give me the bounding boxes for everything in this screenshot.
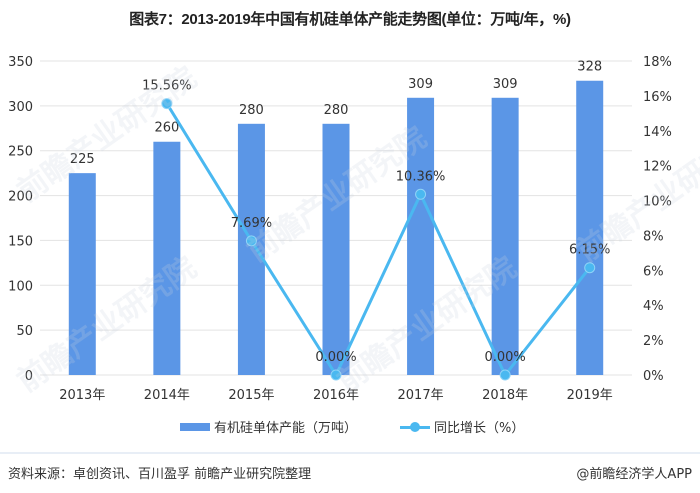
x-axis-tick-label: 2015年 <box>228 388 274 403</box>
chart-title: 图表7：2013-2019年中国有机硅单体产能走势图(单位：万吨/年，%) <box>129 11 571 28</box>
bar[interactable] <box>407 97 435 375</box>
right-axis-tick-label: 8% <box>643 229 664 244</box>
line-value-label: 15.56% <box>142 79 192 94</box>
bar[interactable] <box>153 141 181 375</box>
line-marker-icon[interactable] <box>245 235 257 247</box>
chart-legend: 有机硅单体产能（万吨） 同比增长（%） <box>0 417 700 437</box>
right-axis-tick-label: 2% <box>643 334 664 349</box>
line-series <box>161 98 596 381</box>
bar-value-label: 309 <box>493 77 518 92</box>
bar-swatch-icon <box>180 422 210 431</box>
bar[interactable] <box>237 123 265 375</box>
left-axis-tick-label: 300 <box>8 100 33 115</box>
legend-label-growth: 同比增长（%） <box>434 421 525 436</box>
right-axis-tick-label: 16% <box>643 90 672 105</box>
right-axis-tick-label: 6% <box>643 264 664 279</box>
right-axis-tick-label: 4% <box>643 299 664 314</box>
bar-value-label: 280 <box>239 103 264 118</box>
x-axis-tick-label: 2014年 <box>144 388 190 403</box>
x-axis-tick-label: 2013年 <box>59 388 105 403</box>
x-axis: 2013年 2014年 2015年 2016年 2017年 2018年 2019年 <box>59 388 613 403</box>
line-marker-icon[interactable] <box>330 369 342 381</box>
footer-divider <box>0 452 700 454</box>
right-axis-tick-label: 12% <box>643 160 672 175</box>
line-value-label: 0.00% <box>484 350 525 365</box>
left-axis-tick-label: 150 <box>8 234 33 249</box>
line-marker-icon[interactable] <box>584 262 596 274</box>
right-axis-tick-label: 18% <box>643 55 672 70</box>
bar[interactable] <box>322 123 350 375</box>
bar-data-labels: 225 260 280 280 309 309 328 <box>70 60 602 167</box>
bar[interactable] <box>491 97 519 375</box>
right-axis: 0% 2% 4% 6% 8% 10% 12% 14% 16% 18% <box>643 55 672 384</box>
line-value-label: 7.69% <box>231 216 272 231</box>
left-axis-tick-label: 0 <box>25 369 33 384</box>
left-axis-tick-label: 350 <box>8 55 33 70</box>
combo-chart: 0 50 100 150 200 250 300 350 0% 2% 4% 6% 8% 10% 12% 14… <box>8 55 672 403</box>
line-value-label: 6.15% <box>569 243 610 258</box>
line-value-label: 10.36% <box>396 169 446 184</box>
bar-value-label: 260 <box>154 121 179 136</box>
source-note: 资料来源：卓创资讯、百川盈孚 前瞻产业研究院整理 <box>8 467 312 482</box>
growth-line <box>165 102 591 377</box>
x-axis-tick-label: 2018年 <box>482 388 528 403</box>
legend-item-capacity[interactable]: 有机硅单体产能（万吨） <box>180 417 357 436</box>
bar-value-label: 309 <box>408 77 433 92</box>
x-axis-tick-label: 2016年 <box>313 388 359 403</box>
left-axis-tick-label: 200 <box>8 190 33 205</box>
line-marker-icon[interactable] <box>415 188 427 200</box>
line-data-labels: 15.56% 7.69% 0.00% 10.36% 0.00% 6.15% <box>142 79 610 365</box>
left-axis: 0 50 100 150 200 250 300 350 <box>8 55 33 384</box>
line-value-label: 0.00% <box>315 350 356 365</box>
right-axis-tick-label: 0% <box>643 369 664 384</box>
left-axis-tick-label: 250 <box>8 145 33 160</box>
legend-label-capacity: 有机硅单体产能（万吨） <box>214 421 358 436</box>
right-axis-tick-label: 14% <box>643 125 672 140</box>
brand-credit: @前瞻经济学人APP <box>576 467 692 482</box>
x-axis-tick-label: 2017年 <box>398 388 444 403</box>
x-axis-tick-label: 2019年 <box>567 388 613 403</box>
line-marker-icon[interactable] <box>499 369 511 381</box>
bar-value-label: 225 <box>70 152 95 167</box>
bar-series <box>68 80 604 375</box>
bar[interactable] <box>576 80 604 375</box>
line-marker-swatch-icon <box>400 421 430 433</box>
right-axis-tick-label: 10% <box>643 195 672 210</box>
bar-value-label: 328 <box>577 60 602 75</box>
bar-value-label: 280 <box>324 103 349 118</box>
left-axis-tick-label: 50 <box>16 324 33 339</box>
legend-item-growth[interactable]: 同比增长（%） <box>400 417 524 436</box>
left-axis-tick-label: 100 <box>8 279 33 294</box>
bar[interactable] <box>68 173 96 375</box>
line-marker-icon[interactable] <box>161 98 173 110</box>
